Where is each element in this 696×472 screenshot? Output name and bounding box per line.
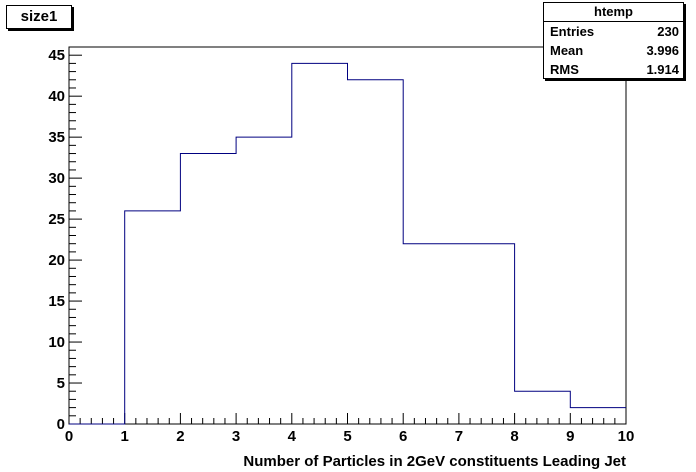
stats-value: 230 bbox=[657, 24, 679, 39]
plot-frame bbox=[68, 46, 627, 425]
stats-row-mean: Mean 3.996 bbox=[544, 41, 683, 60]
x-tick-label: 2 bbox=[176, 428, 184, 445]
stats-row-entries: Entries 230 bbox=[544, 22, 683, 41]
x-tick-label: 8 bbox=[510, 428, 518, 445]
x-tick-label: 3 bbox=[232, 428, 240, 445]
y-tick-label: 15 bbox=[48, 293, 65, 310]
stats-value: 3.996 bbox=[646, 43, 679, 58]
histogram-title: size1 bbox=[6, 5, 72, 29]
x-tick-label: 9 bbox=[566, 428, 574, 445]
y-tick-label: 35 bbox=[48, 129, 65, 146]
y-tick-label: 40 bbox=[48, 88, 65, 105]
x-tick-label: 10 bbox=[618, 428, 635, 445]
y-tick-label: 5 bbox=[57, 375, 65, 392]
x-axis-label: Number of Particles in 2GeV constituents… bbox=[243, 453, 626, 470]
y-tick-label: 25 bbox=[48, 211, 65, 228]
stats-box: htemp Entries 230 Mean 3.996 RMS 1.914 bbox=[543, 2, 684, 79]
stats-title: htemp bbox=[544, 3, 683, 22]
x-tick-label: 7 bbox=[455, 428, 463, 445]
stats-label: RMS bbox=[550, 62, 579, 77]
x-tick-label: 4 bbox=[288, 428, 297, 445]
x-tick-label: 0 bbox=[65, 428, 73, 445]
x-tick-label: 6 bbox=[399, 428, 407, 445]
y-tick-label: 0 bbox=[57, 416, 65, 433]
stats-label: Mean bbox=[550, 43, 584, 58]
stats-row-rms: RMS 1.914 bbox=[544, 60, 683, 79]
y-tick-label: 10 bbox=[48, 334, 65, 351]
y-tick-label: 45 bbox=[48, 47, 65, 64]
axis-ticks bbox=[68, 46, 627, 425]
y-tick-label: 30 bbox=[48, 170, 65, 187]
histogram-series-line bbox=[69, 62, 626, 425]
x-tick-label: 5 bbox=[343, 428, 351, 445]
x-tick-label: 1 bbox=[121, 428, 129, 445]
stats-value: 1.914 bbox=[646, 62, 679, 77]
y-tick-label: 20 bbox=[48, 252, 65, 269]
stats-label: Entries bbox=[550, 24, 595, 39]
